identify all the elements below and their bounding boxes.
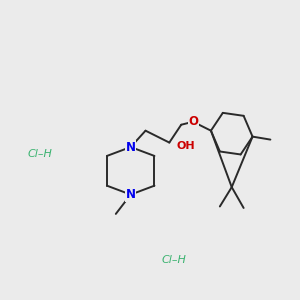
Text: N: N — [126, 188, 136, 201]
Text: O: O — [188, 115, 198, 128]
Text: Cl–H: Cl–H — [161, 255, 186, 265]
Text: N: N — [126, 140, 136, 154]
Text: Cl–H: Cl–H — [28, 149, 52, 160]
Text: OH: OH — [176, 141, 195, 151]
